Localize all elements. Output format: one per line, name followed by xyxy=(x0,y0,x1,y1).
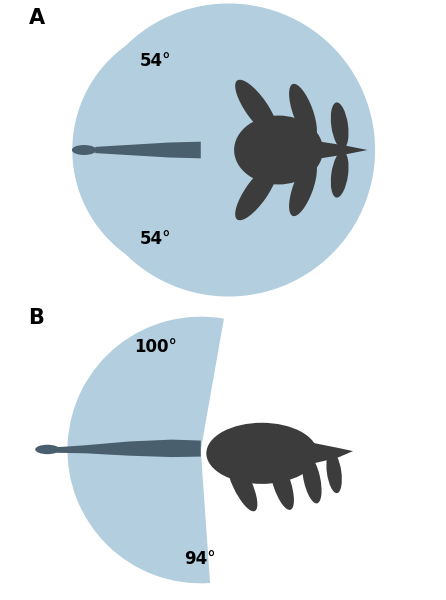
Ellipse shape xyxy=(289,84,317,140)
Text: 100°: 100° xyxy=(134,338,177,356)
Text: 54°: 54° xyxy=(140,52,171,70)
Ellipse shape xyxy=(235,164,277,220)
Polygon shape xyxy=(310,140,368,160)
Ellipse shape xyxy=(302,454,322,503)
Ellipse shape xyxy=(331,151,348,197)
Wedge shape xyxy=(67,317,224,583)
Ellipse shape xyxy=(35,445,60,454)
Ellipse shape xyxy=(270,457,294,510)
Text: B: B xyxy=(29,308,45,328)
Polygon shape xyxy=(73,4,374,296)
Text: 54°: 54° xyxy=(140,230,171,248)
Text: A: A xyxy=(29,8,45,28)
Ellipse shape xyxy=(206,423,318,484)
Ellipse shape xyxy=(235,80,277,136)
Ellipse shape xyxy=(331,103,348,149)
Wedge shape xyxy=(73,47,201,253)
Ellipse shape xyxy=(234,116,323,184)
Polygon shape xyxy=(56,440,201,457)
Ellipse shape xyxy=(227,455,257,511)
Polygon shape xyxy=(95,142,201,158)
Ellipse shape xyxy=(289,160,317,216)
Ellipse shape xyxy=(326,451,342,493)
Polygon shape xyxy=(304,441,353,466)
Ellipse shape xyxy=(72,145,96,155)
Text: 94°: 94° xyxy=(184,550,216,568)
